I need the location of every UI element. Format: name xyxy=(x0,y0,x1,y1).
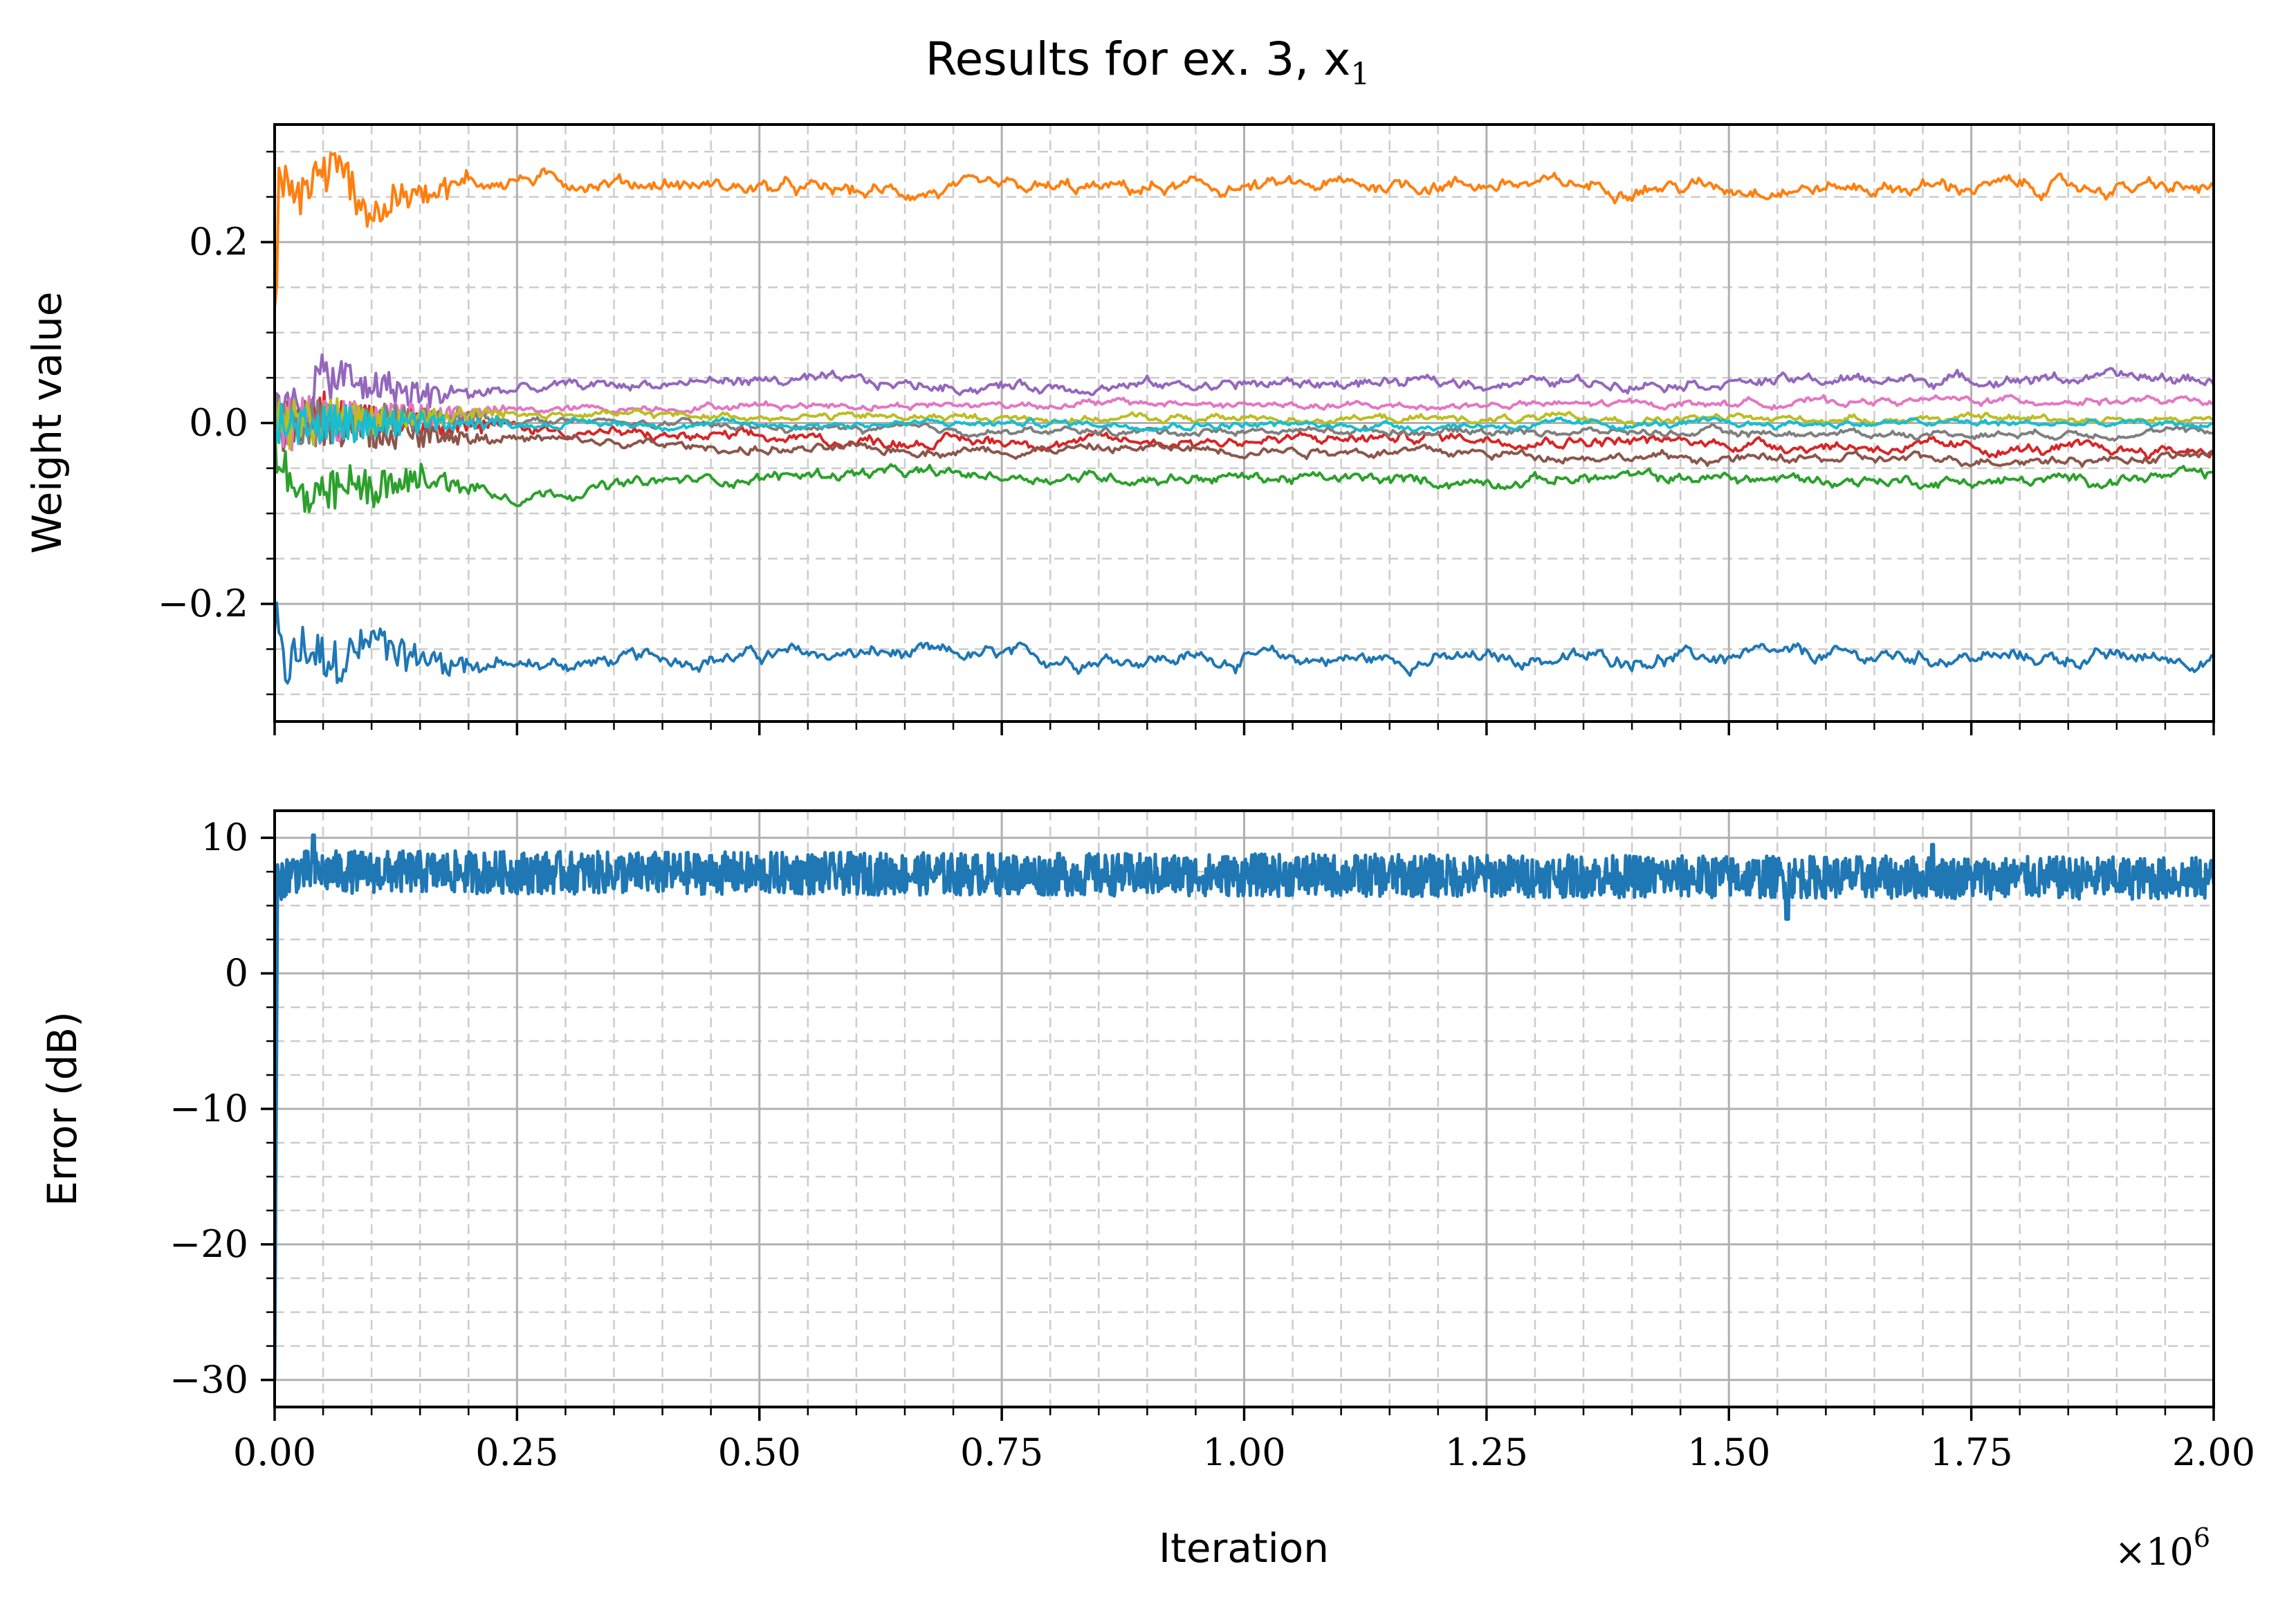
x-scale-multiplier: ×106 xyxy=(2115,1523,2210,1574)
chart-title-subscript: 1 xyxy=(1350,57,1370,92)
error-ticks: 0.00 0.25 0.50 0.75 1.00 1.25 1.50 1.75 2.00 −30 −… xyxy=(169,816,2255,1474)
chart-title-text: Results for ex. 3, x xyxy=(926,33,1351,86)
series-line-7 xyxy=(275,394,2214,452)
x-tick-label: 1.25 xyxy=(1445,1431,1528,1474)
series-line-8 xyxy=(275,395,2214,448)
series-line-1 xyxy=(275,601,2214,685)
x-tick-label: 1.75 xyxy=(1930,1431,2013,1474)
y-tick-label: 0 xyxy=(225,951,248,995)
x-tick-label: 1.00 xyxy=(1202,1431,1285,1474)
series-line-5 xyxy=(275,353,2214,431)
y-tick-label: 0.2 xyxy=(189,220,248,264)
error-axes: 0.00 0.25 0.50 0.75 1.00 1.25 1.50 1.75 2.00 −30 −… xyxy=(39,809,2255,1574)
y-tick-label: −10 xyxy=(169,1087,248,1130)
y-tick-label: −0.2 xyxy=(158,582,248,625)
x-tick-label: 0.50 xyxy=(718,1431,801,1474)
y-tick-label: 0.0 xyxy=(189,401,248,445)
x-tick-label: 0.25 xyxy=(475,1431,558,1474)
series-line-2 xyxy=(275,151,2214,309)
series-clip-group xyxy=(275,833,2214,1380)
series-line-9 xyxy=(275,397,2214,450)
x-tick-label: 1.50 xyxy=(1687,1431,1770,1474)
series-line-1 xyxy=(275,833,2214,1380)
x-scale-exponent: 6 xyxy=(2194,1523,2210,1553)
y-tick-label: −30 xyxy=(169,1358,248,1401)
x-tick-label: 2.00 xyxy=(2172,1431,2255,1474)
series-line-3 xyxy=(275,422,2214,513)
x-tick-label: 0.00 xyxy=(233,1431,316,1474)
series-clip-group xyxy=(275,151,2214,685)
error-x-label: Iteration xyxy=(1159,1525,1329,1572)
series-line-6 xyxy=(275,399,2214,468)
series-line-4 xyxy=(275,390,2214,460)
weights-axes: −0.2 0.0 0.2 Weight value xyxy=(24,123,2215,735)
error-series xyxy=(275,833,2214,1380)
x-tick-label: 0.75 xyxy=(960,1431,1043,1474)
weights-ticks: −0.2 0.0 0.2 xyxy=(158,150,2215,735)
weights-series xyxy=(275,151,2214,685)
x-scale-base: ×10 xyxy=(2115,1530,2194,1574)
y-tick-label: 10 xyxy=(201,816,248,859)
y-tick-label: −20 xyxy=(169,1222,248,1266)
error-grid xyxy=(273,811,2215,1407)
weights-y-label: Weight value xyxy=(24,292,71,554)
error-y-label: Error (dB) xyxy=(39,1011,86,1206)
chart-title: Results for ex. 3, x1 xyxy=(926,33,1370,92)
series-line-10 xyxy=(275,401,2214,445)
